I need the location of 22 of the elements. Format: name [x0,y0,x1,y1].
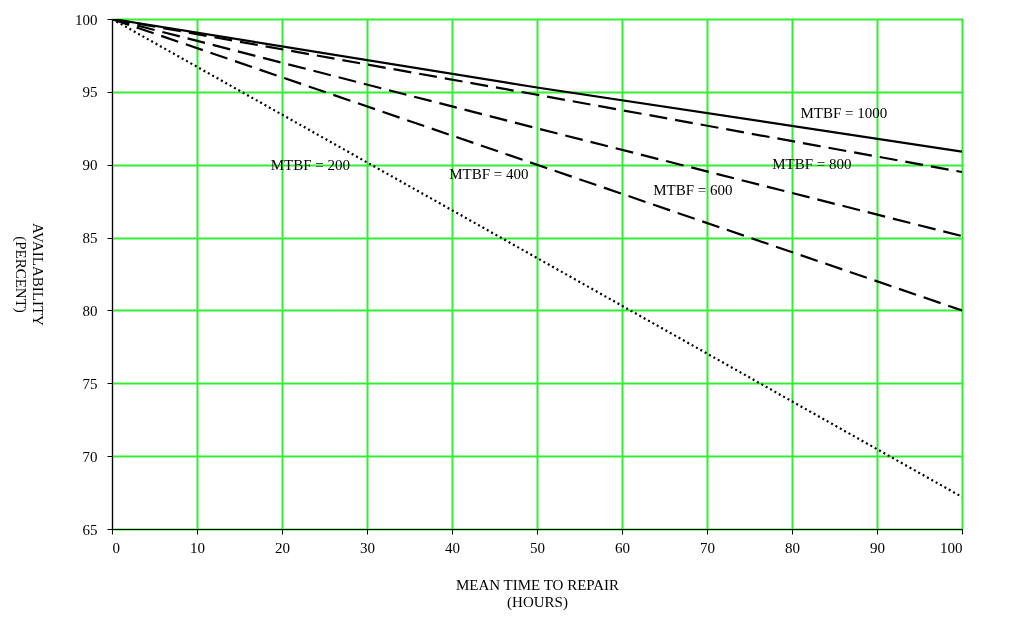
series-label: MTBF = 600 [653,181,733,198]
x-tick-label: 80 [785,539,800,556]
x-tick-label: 100 [940,539,963,556]
x-tick-label: 60 [615,539,630,556]
x-tick-label: 30 [360,539,375,556]
x-tick-label: 20 [275,539,290,556]
y-tick-label: 80 [82,302,98,319]
y-tick-label: 100 [75,11,98,28]
y-tick-label: 75 [82,375,98,392]
x-tick-label: 90 [870,539,885,556]
y-tick-label: 70 [82,448,98,465]
x-tick-label: 0 [112,539,120,556]
x-axis-title: MEAN TIME TO REPAIR (HOURS) [455,576,620,611]
x-tick-label: 70 [700,539,715,556]
x-tick-label: 50 [530,539,545,556]
x-tick-label: 10 [190,539,205,556]
y-tick-label: 90 [82,157,98,174]
y-tick-label: 85 [82,230,98,247]
y-tick-label: 65 [82,521,98,538]
x-tick-label: 40 [445,539,460,556]
y-tick-label: 95 [82,84,98,101]
y-axis-title: AVAILABILITY (PERCENT) [12,223,46,327]
